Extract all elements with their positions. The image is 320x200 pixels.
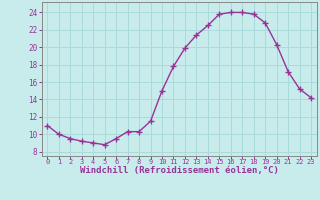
X-axis label: Windchill (Refroidissement éolien,°C): Windchill (Refroidissement éolien,°C)	[80, 166, 279, 175]
